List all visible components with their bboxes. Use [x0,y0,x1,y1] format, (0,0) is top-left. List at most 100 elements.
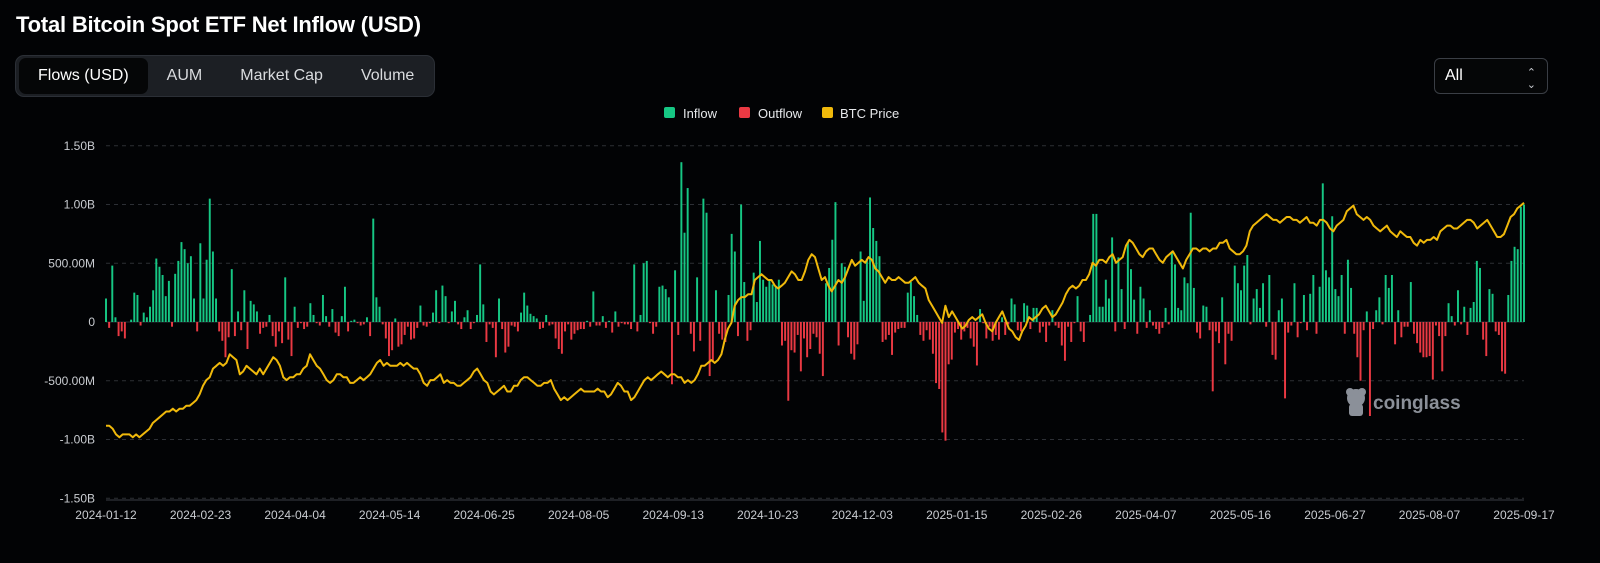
inflow-bar[interactable] [211,251,214,323]
outflow-bar[interactable] [410,322,412,340]
inflow-bar[interactable] [205,259,208,322]
inflow-bar[interactable] [1133,299,1136,322]
outflow-bar[interactable] [1161,322,1164,328]
inflow-bar[interactable] [777,279,780,322]
outflow-bar[interactable] [485,322,488,342]
inflow-bar[interactable] [340,316,343,323]
outflow-bar[interactable] [1296,322,1299,338]
outflow-bar[interactable] [516,322,519,332]
outflow-bar[interactable] [812,322,815,334]
inflow-bar[interactable] [268,314,271,322]
outflow-bar[interactable] [589,322,592,327]
outflow-bar[interactable] [1019,322,1022,332]
outflow-bar[interactable] [897,322,900,330]
outflow-bar[interactable] [233,322,236,337]
outflow-bar[interactable] [655,322,658,327]
outflow-bar[interactable] [1412,322,1415,334]
outflow-bar[interactable] [1196,322,1198,333]
inflow-bar[interactable] [293,306,296,323]
outflow-bar[interactable] [227,322,230,338]
outflow-bar[interactable] [347,322,350,332]
inflow-bar[interactable] [249,300,252,322]
outflow-bar[interactable] [982,322,985,324]
inflow-bar[interactable] [532,316,535,323]
outflow-bar[interactable] [1494,322,1497,332]
outflow-bar[interactable] [931,322,934,354]
inflow-bar[interactable] [133,292,136,323]
inflow-bar[interactable] [862,300,865,322]
outflow-bar[interactable] [881,322,884,342]
inflow-bar[interactable] [1130,269,1132,323]
outflow-bar[interactable] [259,322,262,334]
outflow-bar[interactable] [941,322,944,433]
inflow-bar[interactable] [1108,298,1110,323]
outflow-bar[interactable] [790,322,793,351]
outflow-bar[interactable] [922,322,925,341]
inflow-bar[interactable] [498,298,500,323]
inflow-bar[interactable] [768,279,771,322]
outflow-bar[interactable] [1434,322,1437,326]
inflow-bar[interactable] [859,251,862,323]
outflow-bar[interactable] [925,322,928,331]
range-select[interactable]: All ⌃ ⌄ [1434,58,1548,94]
outflow-bar[interactable] [299,322,302,324]
outflow-bar[interactable] [884,322,887,340]
inflow-bar[interactable] [435,290,438,322]
inflow-bar[interactable] [661,285,664,322]
inflow-bar[interactable] [733,251,736,323]
outflow-bar[interactable] [1497,322,1500,335]
inflow-bar[interactable] [476,314,478,322]
inflow-bar[interactable] [1277,310,1280,322]
outflow-bar[interactable] [928,322,931,340]
outflow-bar[interactable] [1400,322,1403,338]
inflow-bar[interactable] [1337,296,1340,322]
outflow-bar[interactable] [749,322,752,331]
inflow-bar[interactable] [872,228,875,322]
outflow-bar[interactable] [1359,322,1362,381]
outflow-bar[interactable] [1136,322,1139,334]
outflow-bar[interactable] [1073,322,1076,324]
inflow-bar[interactable] [365,317,368,322]
inflow-bar[interactable] [752,272,755,322]
outflow-bar[interactable] [501,322,504,330]
inflow-bar[interactable] [1302,294,1305,322]
outflow-bar[interactable] [328,322,331,327]
inflow-bar[interactable] [444,296,447,322]
inflow-bar[interactable] [1101,306,1104,323]
outflow-bar[interactable] [711,322,714,362]
outflow-bar[interactable] [359,322,362,326]
inflow-bar[interactable] [1328,277,1331,322]
outflow-bar[interactable] [960,322,963,340]
inflow-bar[interactable] [1378,297,1381,322]
inflow-bar[interactable] [255,311,258,323]
inflow-bar[interactable] [1126,242,1129,322]
outflow-bar[interactable] [975,322,978,366]
outflow-bar[interactable] [422,322,425,326]
legend-label-outflow[interactable]: Outflow [758,106,803,121]
inflow-bar[interactable] [526,305,529,322]
inflow-bar[interactable] [869,197,871,322]
inflow-bar[interactable] [394,318,397,322]
outflow-bar[interactable] [1356,322,1359,358]
inflow-bar[interactable] [180,242,183,322]
outflow-bar[interactable] [903,322,906,328]
inflow-bar[interactable] [215,298,218,323]
outflow-bar[interactable] [472,322,475,324]
inflow-bar[interactable] [1519,206,1522,322]
outflow-bar[interactable] [1425,322,1428,358]
inflow-bar[interactable] [865,258,868,322]
outflow-bar[interactable] [221,322,224,341]
outflow-bar[interactable] [652,322,655,334]
outflow-bar[interactable] [1438,322,1441,337]
outflow-bar[interactable] [303,322,306,330]
outflow-bar[interactable] [334,322,337,333]
inflow-bar[interactable] [111,265,114,322]
tab-flows[interactable]: Flows (USD) [19,58,148,94]
inflow-bar[interactable] [1457,290,1459,322]
outflow-bar[interactable] [579,322,582,330]
outflow-bar[interactable] [1453,322,1456,326]
outflow-bar[interactable] [271,322,274,337]
outflow-bar[interactable] [1441,322,1444,372]
outflow-bar[interactable] [1016,322,1019,331]
inflow-bar[interactable] [1516,249,1519,322]
